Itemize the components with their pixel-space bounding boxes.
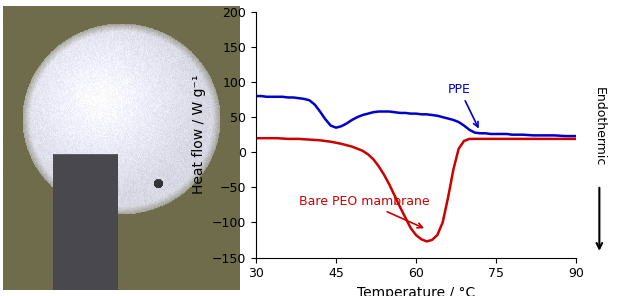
Text: Bare PEO mambrane: Bare PEO mambrane xyxy=(299,195,429,228)
Text: Endothermic: Endothermic xyxy=(593,87,606,166)
X-axis label: Temperature / °C: Temperature / °C xyxy=(357,286,475,296)
Text: PPE: PPE xyxy=(448,83,478,127)
Y-axis label: Heat flow / W g⁻¹: Heat flow / W g⁻¹ xyxy=(193,75,206,194)
